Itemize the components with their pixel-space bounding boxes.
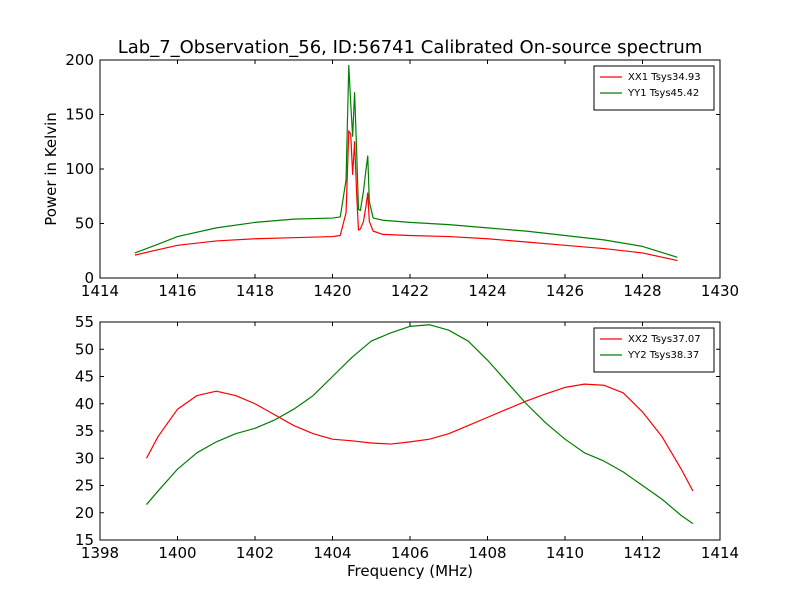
top-legend-label-1: XX1 Tsys34.93 <box>628 72 701 83</box>
top-x-tick-label: 1418 <box>236 282 274 300</box>
bottom-legend: XX2 Tsys37.07 YY2 Tsys38.37 <box>593 327 715 373</box>
bottom-legend-label-2: YY2 Tsys38.37 <box>627 350 699 361</box>
top-x-tick-label: 1420 <box>313 282 351 300</box>
bottom-x-tick-label: 1412 <box>623 544 661 562</box>
top-legend-box <box>593 65 715 111</box>
bottom-x-tick-label: 1408 <box>468 544 506 562</box>
bottom-x-tick-label: 1404 <box>313 544 351 562</box>
top-x-tick-label: 1428 <box>623 282 661 300</box>
top-legend-label-2: YY1 Tsys45.42 <box>627 88 699 99</box>
top-x-tick-label: 1422 <box>391 282 429 300</box>
top-y-axis-label: Power in Kelvin <box>42 112 60 226</box>
bottom-y-tick-label: 50 <box>75 340 94 358</box>
top-x-tick-label: 1414 <box>81 282 119 300</box>
bottom-x-tick-label: 1406 <box>391 544 429 562</box>
bottom-y-tick-label: 40 <box>75 395 94 413</box>
top-y-tick-label: 150 <box>65 106 94 124</box>
top-y-tick-label: 100 <box>65 160 94 178</box>
top-plot: 1414 1416 1418 1420 1422 1424 1426 1428 1430 0 50 1… <box>65 51 739 300</box>
top-y-tick-label: 50 <box>75 215 94 233</box>
bottom-legend-box <box>593 327 715 373</box>
bottom-y-tick-label: 25 <box>75 477 94 495</box>
bottom-x-tick-label: 1402 <box>236 544 274 562</box>
bottom-x-tick-label: 1414 <box>701 544 739 562</box>
bottom-x-tick-label: 1398 <box>81 544 119 562</box>
top-y-tick-label: 200 <box>65 51 94 69</box>
bottom-y-tick-label: 45 <box>75 368 94 386</box>
bottom-series-line-1 <box>145 383 694 492</box>
bottom-y-tick-label: 20 <box>75 504 94 522</box>
bottom-y-tick-label: 15 <box>75 531 94 549</box>
top-series-line-2 <box>134 64 678 258</box>
top-x-tick-label: 1430 <box>701 282 739 300</box>
bottom-y-tick-label: 35 <box>75 422 94 440</box>
bottom-series-line-2 <box>146 324 694 525</box>
top-y-tick-label: 0 <box>84 269 94 287</box>
top-x-tick-label: 1416 <box>158 282 196 300</box>
bottom-plot: 1398 1400 1402 1404 1406 1408 1410 1412 1414 15 20… <box>75 313 739 562</box>
top-x-tick-label: 1424 <box>468 282 506 300</box>
top-legend: XX1 Tsys34.93 YY1 Tsys45.42 <box>593 65 715 111</box>
top-series-line-1 <box>134 130 678 262</box>
bottom-legend-label-1: XX2 Tsys37.07 <box>628 334 701 345</box>
bottom-y-tick-label: 30 <box>75 449 94 467</box>
bottom-x-tick-label: 1400 <box>158 544 196 562</box>
top-x-tick-label: 1426 <box>546 282 584 300</box>
bottom-x-axis-label: Frequency (MHz) <box>347 562 473 580</box>
chart-title: Lab_7_Observation_56, ID:56741 Calibrate… <box>118 37 703 58</box>
bottom-y-tick-label: 55 <box>75 313 94 331</box>
bottom-x-tick-label: 1410 <box>546 544 584 562</box>
